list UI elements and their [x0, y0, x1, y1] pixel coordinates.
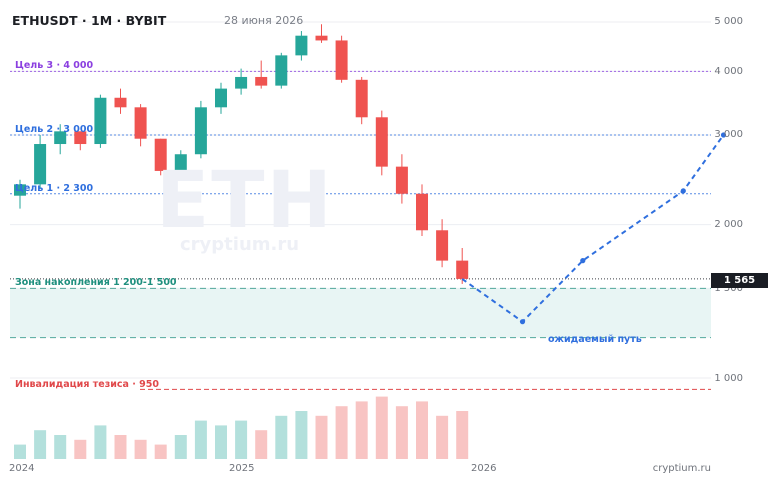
volume-bar [154, 444, 167, 459]
volume-bar [456, 411, 469, 459]
candle-body [295, 35, 308, 56]
candle-body [74, 131, 87, 145]
volume-bar [355, 401, 368, 459]
x-tick-label: 2025 [229, 463, 255, 474]
candle-body [416, 193, 428, 231]
candle-body [34, 144, 47, 185]
volume-bar [416, 401, 428, 459]
candle-body [94, 97, 107, 145]
volume-bar [295, 411, 308, 459]
candle-body [275, 55, 288, 86]
candle-body [215, 88, 227, 108]
volume-bar [34, 430, 47, 459]
x-tick-label: 2026 [471, 463, 497, 474]
candle-body [134, 107, 147, 139]
candle-body [456, 260, 469, 279]
candle-body [194, 107, 207, 155]
target3-label: Цель 3 · 4 000 [15, 60, 94, 71]
y-tick-label: 3 000 [714, 129, 743, 140]
zone-fill [10, 288, 711, 338]
candle-body [14, 184, 26, 196]
candle-body [54, 131, 67, 145]
projection-point [580, 258, 586, 264]
current-price-tag: 1 565 [711, 273, 768, 288]
volume-bar [235, 420, 248, 459]
volume-bar [275, 415, 288, 459]
volume-bar [74, 439, 87, 459]
y-tick-label: 2 000 [714, 219, 743, 230]
y-tick-label: 5 000 [714, 16, 743, 27]
y-tick-label: 1 500 [714, 283, 743, 294]
volume-bar [215, 425, 227, 459]
volume-bar [114, 435, 127, 459]
volume-bar [335, 406, 348, 459]
candle-body [436, 230, 449, 261]
target1-label: Цель 1 · 2 300 [15, 183, 94, 194]
level-lines [10, 70, 711, 390]
zone-label: Зона накопления 1 200-1 500 [15, 277, 177, 288]
projection-point [720, 132, 727, 138]
volume-bar [375, 396, 388, 459]
volume-bar [54, 435, 67, 459]
y-tick-label: 4 000 [714, 66, 743, 77]
candle-body [235, 76, 248, 89]
candle-body [355, 79, 368, 118]
candle-body [375, 117, 388, 167]
volume-bar [174, 435, 187, 459]
volume-bar [134, 439, 147, 459]
projection-point [680, 188, 686, 194]
candle-body [395, 166, 408, 194]
volume-bar [14, 444, 26, 459]
y-tick-label: 1 000 [714, 373, 743, 384]
volume-bar [315, 415, 328, 459]
target2-label: Цель 2 · 3 000 [15, 124, 94, 135]
volume-bar [94, 425, 107, 459]
projection-label: ожидаемый путь [548, 334, 642, 345]
candle-body [335, 40, 348, 80]
candle-body [154, 138, 167, 171]
volume-bar [194, 420, 207, 459]
candle-body [114, 97, 127, 108]
projection-path [461, 132, 727, 325]
projection-line [461, 134, 725, 323]
accumulation-zone [10, 287, 711, 339]
volume-bar [436, 415, 449, 459]
volume-bar [255, 430, 268, 459]
projection-point [519, 319, 526, 325]
x-tick-label: 2024 [9, 463, 35, 474]
invalidation-label: Инвалидация тезиса · 950 [15, 379, 159, 390]
candle-body [174, 154, 187, 171]
brand-footer: cryptium.ru [652, 463, 711, 474]
candle-body [315, 35, 328, 41]
chart-title: ETHUSDT · 1M · BYBIT [12, 13, 167, 28]
volume-bars [14, 396, 469, 459]
candles [14, 24, 469, 284]
candle-body [255, 76, 268, 86]
volume-bar [395, 406, 408, 459]
date-label: 28 июня 2026 [224, 14, 304, 27]
